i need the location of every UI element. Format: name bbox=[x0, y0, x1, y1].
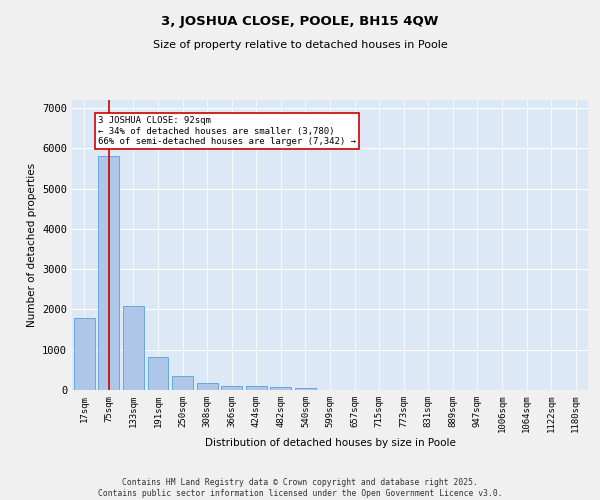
Y-axis label: Number of detached properties: Number of detached properties bbox=[26, 163, 37, 327]
Text: Contains HM Land Registry data © Crown copyright and database right 2025.
Contai: Contains HM Land Registry data © Crown c… bbox=[98, 478, 502, 498]
Bar bbox=[271, 387, 292, 390]
Bar bbox=[246, 386, 267, 390]
Bar bbox=[172, 376, 193, 390]
Text: 3, JOSHUA CLOSE, POOLE, BH15 4QW: 3, JOSHUA CLOSE, POOLE, BH15 4QW bbox=[161, 15, 439, 28]
Bar bbox=[148, 357, 169, 390]
Bar bbox=[74, 318, 95, 390]
Text: 3 JOSHUA CLOSE: 92sqm
← 34% of detached houses are smaller (3,780)
66% of semi-d: 3 JOSHUA CLOSE: 92sqm ← 34% of detached … bbox=[98, 116, 356, 146]
Bar bbox=[221, 386, 242, 390]
Bar bbox=[123, 306, 144, 390]
Text: Size of property relative to detached houses in Poole: Size of property relative to detached ho… bbox=[152, 40, 448, 50]
Bar bbox=[295, 388, 316, 390]
Bar bbox=[98, 156, 119, 390]
Bar bbox=[197, 382, 218, 390]
X-axis label: Distribution of detached houses by size in Poole: Distribution of detached houses by size … bbox=[205, 438, 455, 448]
